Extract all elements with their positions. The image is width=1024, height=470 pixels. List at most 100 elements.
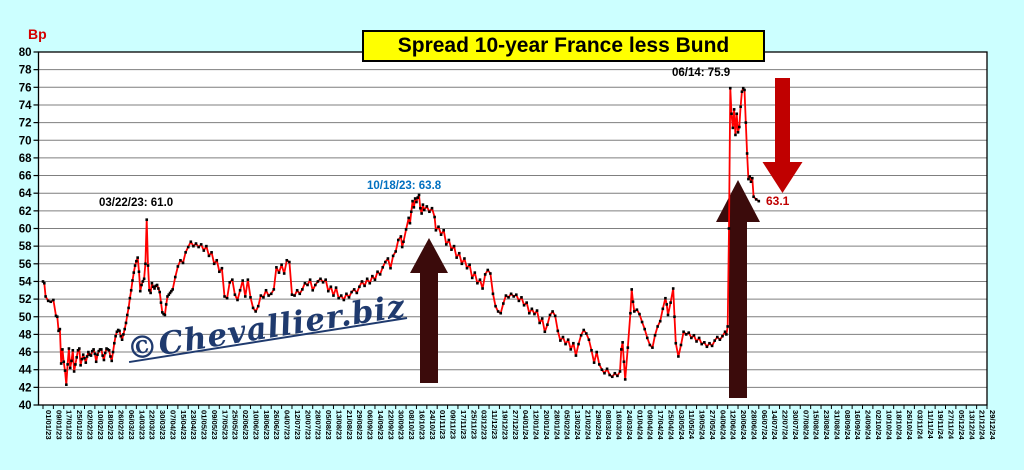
data-point-marker	[708, 341, 711, 345]
data-point-marker	[118, 329, 121, 333]
data-point-marker	[159, 301, 163, 304]
data-point-marker	[444, 243, 448, 246]
x-axis-label: 11/11/24	[926, 410, 935, 439]
y-axis-label: 46	[19, 347, 32, 359]
x-axis-label: 23/04/23	[189, 410, 198, 440]
data-point-marker	[256, 304, 260, 308]
data-point-marker	[499, 311, 503, 315]
data-point-marker	[65, 383, 68, 387]
data-point-marker	[109, 355, 112, 358]
annotation-june-2024-peak: 06/14: 75.9	[672, 67, 731, 79]
data-point-marker	[420, 212, 423, 215]
data-point-marker	[585, 332, 588, 335]
data-point-marker	[412, 206, 416, 209]
data-point-marker	[199, 243, 203, 246]
data-point-marker	[682, 330, 685, 334]
data-point-marker	[561, 335, 565, 339]
data-point-marker	[517, 299, 521, 303]
data-point-marker	[49, 300, 53, 304]
data-point-marker	[368, 281, 372, 285]
data-point-marker	[71, 348, 75, 352]
data-point-marker	[254, 310, 257, 313]
data-point-marker	[352, 288, 356, 291]
data-point-marker	[428, 210, 431, 214]
data-point-marker	[223, 295, 226, 298]
data-point-marker	[468, 263, 471, 266]
x-axis-label: 04/07/23	[283, 410, 292, 440]
data-point-marker	[422, 208, 426, 212]
data-point-marker	[119, 334, 123, 338]
up-arrow-october-2023	[410, 238, 448, 383]
data-point-marker	[358, 285, 361, 289]
data-point-marker	[608, 373, 611, 377]
data-point-marker	[465, 266, 469, 270]
data-point-marker	[643, 327, 646, 331]
data-point-marker	[455, 256, 458, 259]
data-point-marker	[496, 310, 500, 313]
x-axis-label: 21/08/23	[345, 410, 354, 440]
data-point-marker	[137, 270, 141, 274]
data-point-marker	[350, 290, 353, 294]
x-axis-label: 19/12/23	[500, 410, 509, 440]
data-point-marker	[101, 354, 104, 357]
x-axis-label: 16/03/24	[615, 410, 624, 440]
data-point-marker	[167, 293, 171, 296]
data-point-marker	[144, 262, 147, 266]
x-axis-label: 26/06/23	[272, 410, 281, 440]
x-axis-label: 07/04/23	[168, 410, 177, 440]
data-point-marker	[55, 315, 59, 319]
x-axis-label: 18/10/24	[895, 410, 904, 440]
x-axis-label: 05/08/23	[324, 410, 333, 440]
data-point-marker	[748, 175, 752, 178]
data-point-marker	[96, 353, 99, 356]
data-point-marker	[123, 327, 126, 331]
data-point-marker	[81, 353, 85, 356]
data-point-marker	[710, 344, 714, 348]
data-point-marker	[638, 312, 641, 316]
y-axis-label: 66	[19, 171, 32, 183]
data-point-marker	[79, 363, 82, 367]
data-point-marker	[231, 278, 234, 281]
x-axis-label: 29/08/23	[355, 410, 364, 440]
x-axis-label: 26/10/24	[905, 410, 914, 440]
data-point-marker	[355, 291, 359, 295]
x-axis-label: 17/11/23	[459, 410, 468, 439]
data-point-marker	[166, 295, 169, 298]
x-axis-label: 19/11/24	[936, 410, 945, 440]
data-point-marker	[329, 285, 333, 289]
data-point-marker	[210, 251, 213, 254]
data-point-marker	[433, 215, 436, 219]
data-point-marker	[66, 363, 69, 366]
data-point-marker	[744, 121, 748, 124]
data-point-marker	[58, 327, 62, 331]
data-point-marker	[133, 264, 137, 267]
data-point-marker	[145, 218, 149, 221]
data-point-marker	[342, 298, 346, 302]
data-point-marker	[463, 257, 466, 260]
data-point-marker	[89, 354, 93, 357]
data-point-marker	[207, 254, 211, 258]
data-point-marker	[151, 285, 155, 289]
data-point-marker	[404, 228, 408, 231]
data-point-marker	[622, 360, 626, 364]
data-point-marker	[339, 294, 343, 297]
x-axis-label: 01/01/23	[44, 410, 53, 440]
data-point-marker	[582, 328, 586, 332]
y-axis-label: 74	[19, 100, 32, 112]
data-point-marker	[750, 176, 754, 180]
data-point-marker	[476, 281, 479, 285]
x-axis-label: 17/04/24	[656, 410, 665, 440]
data-point-marker	[280, 263, 283, 266]
x-axis-label: 23/08/24	[822, 410, 831, 440]
data-point-marker	[301, 288, 304, 291]
data-point-marker	[85, 355, 89, 358]
data-point-marker	[590, 348, 593, 352]
data-point-marker	[478, 278, 482, 281]
data-point-marker	[504, 294, 508, 297]
data-point-marker	[114, 334, 117, 338]
x-axis-label: 11/12/23	[490, 410, 499, 439]
x-axis-label: 28/01/24	[552, 410, 561, 440]
data-point-marker	[321, 281, 325, 284]
x-axis-label: 14/03/23	[137, 410, 146, 440]
